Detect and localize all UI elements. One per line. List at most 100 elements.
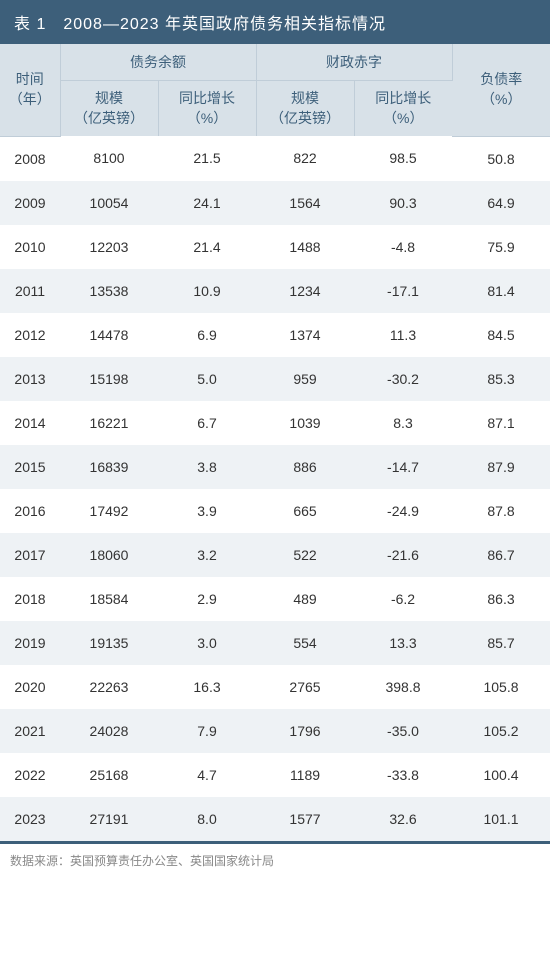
table-body: 2008810021.582298.550.820091005424.11564… <box>0 136 550 842</box>
cell-debt_scale: 22263 <box>60 665 158 709</box>
cell-debt_yoy: 3.2 <box>158 533 256 577</box>
cell-debt_yoy: 24.1 <box>158 181 256 225</box>
cell-ratio: 75.9 <box>452 225 550 269</box>
cell-def_yoy: -30.2 <box>354 357 452 401</box>
col-yoy-unit: （%） <box>359 109 449 129</box>
cell-debt_yoy: 8.0 <box>158 797 256 843</box>
cell-ratio: 87.9 <box>452 445 550 489</box>
cell-year: 2018 <box>0 577 60 621</box>
cell-debt_scale: 13538 <box>60 269 158 313</box>
cell-ratio: 105.2 <box>452 709 550 753</box>
cell-debt_yoy: 10.9 <box>158 269 256 313</box>
table-row: 2017180603.2522-21.686.7 <box>0 533 550 577</box>
cell-def_yoy: 11.3 <box>354 313 452 357</box>
col-def-scale: 规模 （亿英镑） <box>256 81 354 137</box>
cell-year: 2008 <box>0 136 60 181</box>
col-ratio-unit: （%） <box>457 90 547 110</box>
cell-ratio: 86.7 <box>452 533 550 577</box>
col-def-yoy: 同比增长 （%） <box>354 81 452 137</box>
cell-def_yoy: -33.8 <box>354 753 452 797</box>
table-row: 2021240287.91796-35.0105.2 <box>0 709 550 753</box>
cell-def_scale: 554 <box>256 621 354 665</box>
cell-def_yoy: 13.3 <box>354 621 452 665</box>
cell-year: 2012 <box>0 313 60 357</box>
table-row: 2019191353.055413.385.7 <box>0 621 550 665</box>
col-debt-scale: 规模 （亿英镑） <box>60 81 158 137</box>
cell-def_yoy: -14.7 <box>354 445 452 489</box>
cell-def_scale: 489 <box>256 577 354 621</box>
cell-ratio: 87.8 <box>452 489 550 533</box>
cell-def_scale: 2765 <box>256 665 354 709</box>
cell-def_yoy: 398.8 <box>354 665 452 709</box>
col-scale-unit: （亿英镑） <box>65 109 154 129</box>
cell-def_yoy: 98.5 <box>354 136 452 181</box>
cell-debt_scale: 10054 <box>60 181 158 225</box>
cell-def_yoy: -6.2 <box>354 577 452 621</box>
table-row: 2016174923.9665-24.987.8 <box>0 489 550 533</box>
cell-debt_scale: 25168 <box>60 753 158 797</box>
cell-def_yoy: 90.3 <box>354 181 452 225</box>
cell-def_yoy: -24.9 <box>354 489 452 533</box>
table-header: 时间 （年） 债务余额 财政赤字 负债率 （%） 规模 （亿英镑） 同比增长 （… <box>0 44 550 136</box>
col-time: 时间 （年） <box>0 44 60 136</box>
cell-def_yoy: 32.6 <box>354 797 452 843</box>
cell-ratio: 100.4 <box>452 753 550 797</box>
cell-def_scale: 1039 <box>256 401 354 445</box>
table-row: 2013151985.0959-30.285.3 <box>0 357 550 401</box>
cell-debt_yoy: 5.0 <box>158 357 256 401</box>
table-row: 2023271918.0157732.6101.1 <box>0 797 550 843</box>
cell-def_yoy: -35.0 <box>354 709 452 753</box>
cell-debt_scale: 27191 <box>60 797 158 843</box>
col-deficit-group: 财政赤字 <box>256 44 452 81</box>
cell-debt_scale: 16839 <box>60 445 158 489</box>
cell-debt_yoy: 4.7 <box>158 753 256 797</box>
data-source-footnote: 数据来源：英国预算责任办公室、英国国家统计局 <box>0 844 550 881</box>
cell-debt_yoy: 6.9 <box>158 313 256 357</box>
cell-def_scale: 665 <box>256 489 354 533</box>
cell-debt_yoy: 3.8 <box>158 445 256 489</box>
cell-debt_yoy: 2.9 <box>158 577 256 621</box>
cell-debt_scale: 15198 <box>60 357 158 401</box>
cell-debt_scale: 16221 <box>60 401 158 445</box>
col-yoy-label: 同比增长 <box>163 89 252 109</box>
cell-year: 2017 <box>0 533 60 577</box>
cell-def_scale: 1234 <box>256 269 354 313</box>
cell-year: 2021 <box>0 709 60 753</box>
cell-ratio: 101.1 <box>452 797 550 843</box>
col-debt-yoy: 同比增长 （%） <box>158 81 256 137</box>
cell-year: 2020 <box>0 665 60 709</box>
cell-ratio: 84.5 <box>452 313 550 357</box>
col-scale-label: 规模 <box>65 89 154 109</box>
table-row: 2008810021.582298.550.8 <box>0 136 550 181</box>
cell-debt_scale: 14478 <box>60 313 158 357</box>
table-row: 2015168393.8886-14.787.9 <box>0 445 550 489</box>
cell-def_scale: 1577 <box>256 797 354 843</box>
col-yoy-unit: （%） <box>163 109 252 129</box>
col-time-label: 时间 <box>4 70 56 90</box>
col-debt-group: 债务余额 <box>60 44 256 81</box>
cell-ratio: 85.7 <box>452 621 550 665</box>
cell-ratio: 86.3 <box>452 577 550 621</box>
cell-debt_yoy: 21.4 <box>158 225 256 269</box>
col-yoy-label: 同比增长 <box>359 89 449 109</box>
col-ratio-label: 负债率 <box>457 70 547 90</box>
cell-debt_scale: 12203 <box>60 225 158 269</box>
cell-year: 2014 <box>0 401 60 445</box>
cell-def_scale: 1796 <box>256 709 354 753</box>
cell-year: 2016 <box>0 489 60 533</box>
cell-def_yoy: -21.6 <box>354 533 452 577</box>
cell-year: 2023 <box>0 797 60 843</box>
cell-def_scale: 886 <box>256 445 354 489</box>
cell-debt_scale: 19135 <box>60 621 158 665</box>
table-row: 20202226316.32765398.8105.8 <box>0 665 550 709</box>
cell-def_scale: 959 <box>256 357 354 401</box>
table-row: 20091005424.1156490.364.9 <box>0 181 550 225</box>
cell-debt_scale: 18060 <box>60 533 158 577</box>
cell-debt_yoy: 6.7 <box>158 401 256 445</box>
table-row: 2018185842.9489-6.286.3 <box>0 577 550 621</box>
cell-year: 2010 <box>0 225 60 269</box>
cell-def_yoy: 8.3 <box>354 401 452 445</box>
table-row: 2012144786.9137411.384.5 <box>0 313 550 357</box>
cell-ratio: 50.8 <box>452 136 550 181</box>
cell-ratio: 105.8 <box>452 665 550 709</box>
